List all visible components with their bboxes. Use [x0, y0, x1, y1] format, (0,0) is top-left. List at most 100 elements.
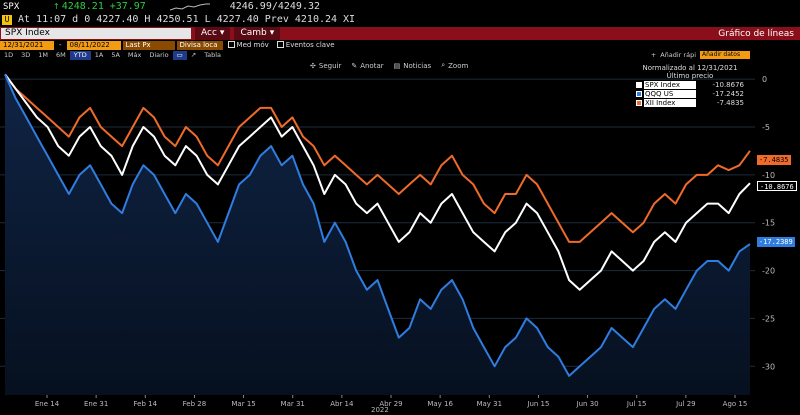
series-spx[interactable]	[4, 73, 751, 291]
period-1a[interactable]: 1A	[94, 50, 104, 59]
end-label-white: -10.8676	[757, 181, 797, 191]
legend-item-qqq[interactable]: QQQ US Equity -17.2452	[636, 89, 744, 106]
avg-vol-toggle[interactable]: Med móv	[225, 41, 272, 50]
end-label-blue: -17.2389	[757, 237, 795, 247]
chart-tools: ✣ Seguir ✎ Anotar ▤ Noticias ⌕ Zoom	[310, 61, 468, 70]
ticker-price: 4248.21	[61, 1, 104, 12]
currency-select[interactable]: Divisa loca	[176, 40, 223, 50]
bid-ask: 4246.99/4249.32	[229, 1, 321, 12]
x-tick-label: Ene 31	[84, 400, 108, 408]
x-tick-label: Ago 15	[723, 400, 748, 408]
legend-name: SPX Index	[644, 80, 696, 89]
period-bar: 1D 3D 1M 6M YTD 1A 5A Máx Diario ▭ ↗ Tab…	[0, 50, 800, 60]
pencil-icon: ✎	[351, 61, 358, 70]
x-tick-label: Abr 29	[379, 400, 402, 408]
quote-high: H 4250.51	[144, 14, 199, 25]
x-tick-label: Abr 14	[330, 400, 354, 408]
legend-swatch-orange	[636, 99, 642, 106]
x-tick-label: May 31	[476, 400, 502, 408]
y-tick-label: -25	[762, 314, 775, 323]
chart-area[interactable]: 0 -5 -10 -15 -20 -25 -30 Ene 14 Ene 31 Feb 14 Feb …	[0, 60, 800, 415]
key-events-label: Eventos clave	[285, 40, 335, 49]
series-qqq[interactable]	[4, 73, 751, 377]
controls-bar: 12/31/2021 - 08/11/2022 Last Px Divisa l…	[0, 40, 800, 50]
change-label: Camb	[240, 28, 267, 38]
news-tool[interactable]: ▤ Noticias	[394, 61, 432, 70]
period-6m[interactable]: 6M	[56, 50, 66, 59]
series-xii[interactable]	[4, 73, 751, 243]
annotate-tool[interactable]: ✎ Anotar	[351, 61, 383, 70]
legend-value: -7.4835	[716, 98, 744, 107]
actions-label: Acc	[201, 28, 217, 38]
quick-add-label: Añadir rápi	[660, 51, 696, 59]
legend-swatch-white	[636, 81, 642, 88]
follow-tool[interactable]: ✣ Seguir	[310, 61, 341, 70]
chart-style-toggle[interactable]: ▭	[172, 50, 187, 60]
chevron-down-icon: ▾	[269, 28, 275, 38]
x-tick-label: Jul 29	[675, 400, 696, 408]
legend-item-spx[interactable]: SPX Index -10.8676	[636, 80, 744, 89]
legend-value: -10.8676	[712, 80, 744, 89]
news-label: Noticias	[403, 61, 432, 70]
avg-vol-label: Med móv	[236, 40, 269, 49]
chart-legend: Normalizado al 12/31/2021 Último precio …	[636, 64, 744, 107]
end-label-orange: -7.4835	[757, 155, 791, 165]
area-fill	[5, 74, 750, 395]
currency-icon: U	[2, 14, 12, 25]
checkbox-icon	[227, 41, 235, 48]
x-tick-label: Jun 30	[576, 400, 599, 408]
x-tick-label: Mar 15	[231, 400, 255, 408]
period-5a[interactable]: 5A	[111, 50, 120, 59]
legend-name: XII Index	[644, 98, 696, 107]
ticker-bar: SPX ↑ 4248.21 +37.97 4246.99/4249.32	[0, 0, 800, 13]
date-separator: -	[59, 40, 62, 49]
checkbox-icon	[276, 41, 284, 48]
x-axis-year: 2022	[371, 406, 389, 414]
x-tick-label: Mar 31	[281, 400, 305, 408]
x-tick-label: Feb 14	[134, 400, 158, 408]
ticker-symbol[interactable]: SPX	[3, 1, 20, 12]
start-date-field[interactable]: 12/31/2021	[0, 40, 54, 50]
crosshair-icon: ✣	[310, 61, 316, 70]
plus-icon: +	[650, 51, 657, 59]
legend-header-normalized: Normalizado al 12/31/2021	[642, 64, 738, 72]
line-toggle[interactable]: ↗	[190, 50, 197, 59]
x-tick-label: Ene 14	[35, 400, 60, 408]
x-tick-label: Jul 15	[626, 400, 647, 408]
y-tick-label: -20	[762, 267, 775, 276]
zoom-tool[interactable]: ⌕ Zoom	[441, 61, 468, 70]
period-1m[interactable]: 1M	[38, 50, 49, 59]
magnifier-icon: ⌕	[441, 61, 446, 69]
line-chart[interactable]: 0 -5 -10 -15 -20 -25 -30 Ene 14 Ene 31 Feb 14 Feb …	[0, 60, 800, 415]
key-events-toggle[interactable]: Eventos clave	[274, 41, 338, 50]
x-tick-label: May 16	[427, 400, 453, 408]
legend-item-xii[interactable]: XII Index -7.4835	[636, 98, 744, 107]
period-3d[interactable]: 3D	[21, 50, 31, 59]
period-ytd[interactable]: YTD	[69, 50, 91, 60]
news-icon: ▤	[393, 61, 401, 70]
actions-button[interactable]: Acc ▾	[195, 27, 231, 40]
quick-add-input[interactable]: Añadir datos	[700, 51, 750, 59]
table-toggle[interactable]: Tabla	[204, 50, 222, 59]
change-button[interactable]: Camb ▾	[234, 27, 281, 40]
quote-open: 0 4227.40	[84, 14, 139, 25]
legend-name: QQQ US Equity	[644, 89, 696, 106]
annotate-label: Anotar	[360, 61, 384, 70]
command-bar: SPX Index Acc ▾ Camb ▾ Gráfico de líneas	[0, 27, 800, 40]
security-input[interactable]: SPX Index	[1, 28, 191, 39]
period-1d[interactable]: 1D	[4, 50, 14, 59]
up-arrow-icon: ↑	[53, 2, 60, 11]
legend-header-last-price: Último precio	[666, 72, 714, 80]
legend-value: -17.2452	[712, 89, 744, 98]
chart-type-title: Gráfico de líneas	[718, 28, 794, 39]
y-tick-label: -15	[762, 219, 775, 228]
y-tick-label: -10	[762, 171, 775, 180]
period-max[interactable]: Máx	[127, 50, 142, 59]
ticker-change: +37.97	[109, 1, 146, 12]
frequency-select[interactable]: Diario	[149, 50, 169, 59]
end-date-field[interactable]: 08/11/2022	[66, 40, 121, 50]
chevron-down-icon: ▾	[219, 28, 225, 38]
y-tick-label: 0	[762, 75, 767, 84]
quote-low: L 4227.40	[204, 14, 259, 25]
field-select[interactable]: Last Px	[122, 40, 175, 50]
